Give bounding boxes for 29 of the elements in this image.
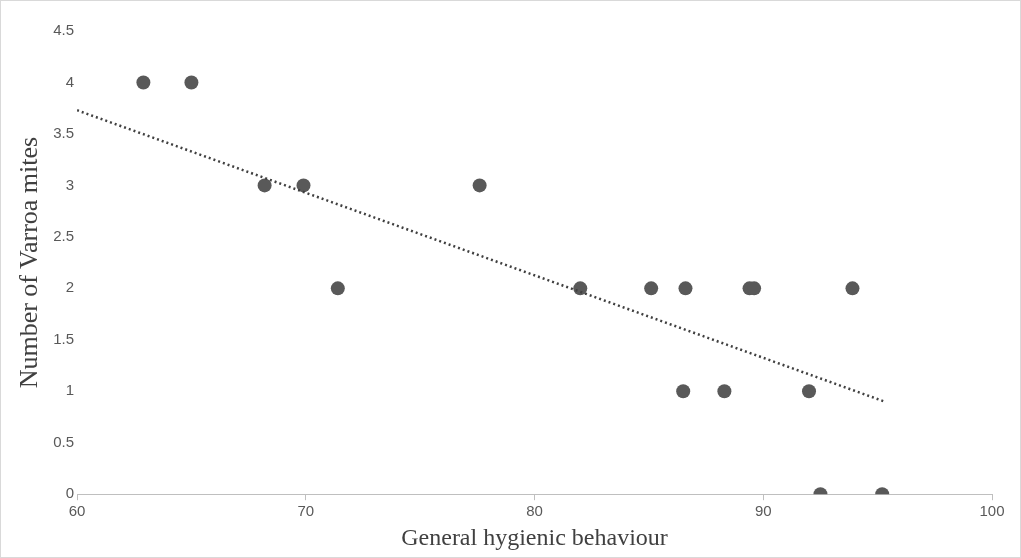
x-tick-label: 100 [979, 502, 1005, 520]
point [184, 75, 199, 90]
y-axis-title: Number of Varroa mites [14, 136, 44, 389]
y-tick-label: 1.5 [53, 329, 75, 347]
point [678, 281, 693, 296]
x-tick-label: 70 [297, 502, 315, 520]
point [257, 178, 272, 193]
point [845, 281, 860, 296]
point [472, 178, 487, 193]
point [676, 384, 691, 399]
y-tick-label: 3.5 [53, 124, 75, 142]
point [330, 281, 345, 296]
x-tick-label: 60 [68, 502, 86, 520]
x-axis-title: General hygienic behaviour [401, 523, 668, 550]
x-tick-label: 90 [754, 502, 772, 520]
point [802, 384, 817, 399]
y-tick-label: 2.5 [53, 227, 75, 245]
point [136, 75, 151, 90]
point [296, 178, 311, 193]
x-tick-label: 80 [526, 502, 543, 520]
y-tick-label: 4 [65, 72, 75, 90]
y-tick-label: 0 [65, 484, 75, 502]
y-tick-label: 1 [65, 381, 75, 399]
y-tick-label: 0.5 [53, 432, 75, 450]
y-tick-label: 2 [65, 278, 75, 296]
point [717, 384, 732, 399]
point [644, 281, 659, 296]
y-tick-label: 4.5 [53, 21, 75, 39]
y-tick-label: 3 [65, 175, 75, 193]
